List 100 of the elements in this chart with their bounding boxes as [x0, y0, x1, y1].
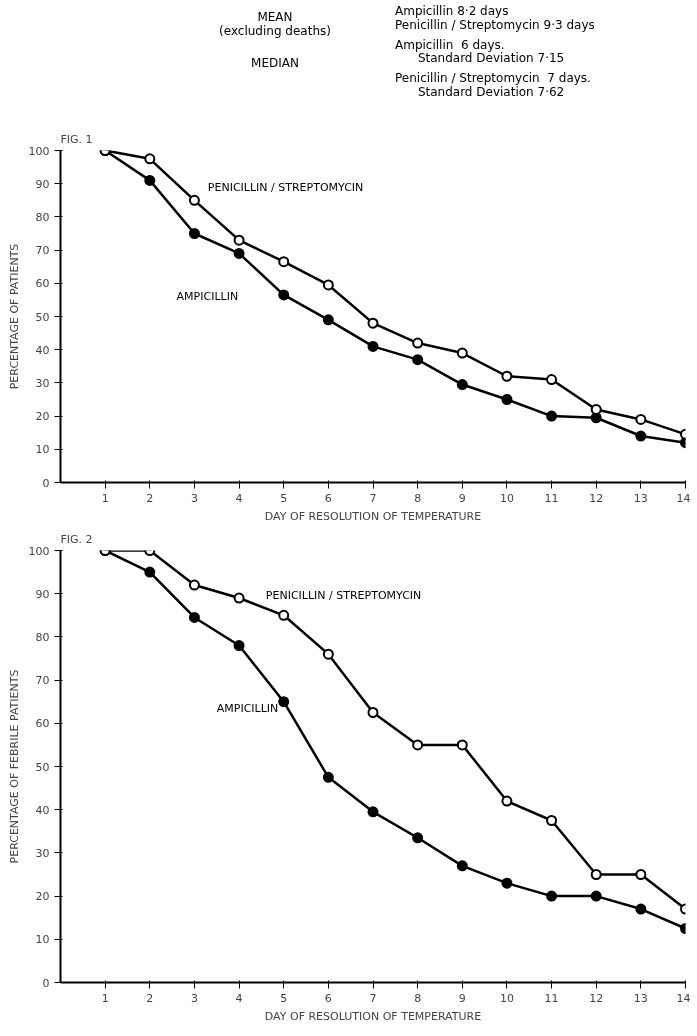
point — [322, 771, 334, 783]
point — [188, 611, 200, 623]
y-tick-label: 10 — [35, 933, 50, 947]
point — [456, 379, 468, 391]
point — [546, 374, 558, 386]
series-label: PENICILLIN / STREPTOMYCIN — [207, 180, 364, 194]
point — [501, 370, 513, 382]
x-tick-label: 3 — [190, 991, 198, 1005]
x-tick-label: 13 — [633, 491, 648, 505]
x-tick-label: 12 — [589, 491, 604, 505]
point — [233, 247, 245, 259]
point — [278, 256, 290, 268]
point — [322, 314, 334, 326]
x-tick-label: 14 — [676, 991, 691, 1005]
y-tick-label: 0 — [42, 976, 50, 990]
y-tick-label: 10 — [35, 443, 50, 457]
point — [188, 228, 200, 239]
series-label: AMPICILLIN — [216, 701, 279, 715]
y-tick-label: 20 — [35, 410, 50, 424]
x-tick-label: 6 — [324, 491, 332, 505]
point — [546, 410, 558, 422]
y-tick-label: 60 — [35, 717, 50, 731]
point — [367, 317, 379, 329]
point — [501, 394, 513, 405]
point — [144, 566, 156, 578]
y-tick-label: 60 — [35, 277, 50, 291]
x-axis-title: DAY OF RESOLUTION OF TEMPERATURE — [264, 1009, 482, 1023]
point — [367, 707, 379, 718]
y-tick-label: 30 — [35, 846, 50, 860]
chart-title: FIG. 1 — [60, 132, 93, 146]
y-tick-label: 100 — [28, 544, 50, 558]
y-tick-label: 80 — [35, 210, 50, 224]
x-tick-label: 5 — [280, 991, 288, 1005]
x-tick-label: 11 — [544, 991, 559, 1005]
point — [412, 739, 424, 751]
x-tick-label: 8 — [414, 991, 422, 1005]
y-tick-label: 70 — [35, 244, 50, 258]
y-axis-title: PERCENTAGE OF FEBRILE PATIENTS — [7, 669, 21, 864]
point — [501, 795, 513, 807]
x-tick-label: 13 — [633, 991, 648, 1005]
point — [322, 648, 334, 660]
point — [144, 153, 156, 165]
text: MEAN (excluding deaths) — [218, 10, 332, 39]
x-tick-label: 10 — [499, 491, 514, 505]
text: MEDIAN — [250, 55, 300, 71]
point — [546, 890, 558, 902]
x-tick-label: 2 — [146, 991, 154, 1005]
y-tick-label: 70 — [35, 674, 50, 688]
x-tick-label: 7 — [369, 491, 377, 505]
y-tick-label: 40 — [35, 803, 50, 817]
x-tick-label: 1 — [101, 491, 109, 505]
x-tick-label: 2 — [146, 491, 154, 505]
point — [635, 413, 647, 425]
x-tick-label: 8 — [414, 491, 422, 505]
point — [590, 869, 602, 880]
point — [322, 279, 334, 291]
text: Ampicillin 8·2 days Penicillin / Streptomycin 9·3 days — [395, 4, 595, 33]
point — [233, 234, 245, 246]
x-tick-label: 9 — [458, 491, 466, 505]
point — [501, 877, 513, 889]
y-tick-label: 20 — [35, 890, 50, 904]
x-tick-label: 1 — [101, 991, 109, 1005]
point — [635, 869, 647, 880]
x-tick-label: 14 — [676, 491, 691, 505]
point — [412, 337, 424, 349]
text: Ampicillin 6 days. Standard Deviation 7·15 — [395, 37, 566, 67]
y-tick-label: 30 — [35, 376, 50, 390]
x-tick-label: 6 — [324, 991, 332, 1005]
y-tick-label: 90 — [35, 587, 50, 601]
text: AMPICILLIN — [176, 290, 239, 304]
x-axis-title: DAY OF RESOLUTION OF TEMPERATURE — [264, 509, 482, 523]
point — [367, 806, 379, 818]
y-tick-label: 50 — [35, 310, 50, 324]
point — [278, 696, 290, 708]
point — [233, 592, 245, 604]
point — [456, 347, 468, 359]
point — [635, 903, 647, 915]
point — [233, 640, 245, 652]
point — [590, 890, 602, 902]
text: Penicillin / Streptomycin 7 days. Standard Deviation 7·62 — [395, 71, 592, 100]
y-tick-label: 50 — [35, 760, 50, 774]
point — [144, 174, 156, 186]
chart-title: FIG. 2 — [60, 532, 93, 546]
point — [412, 832, 424, 844]
point — [188, 194, 200, 206]
y-tick-label: 0 — [42, 476, 50, 490]
y-axis-title: PERCENTAGE OF PATIENTS — [7, 243, 21, 390]
y-tick-label: 90 — [35, 177, 50, 191]
x-tick-label: 10 — [499, 991, 514, 1005]
x-tick-label: 4 — [235, 991, 243, 1005]
x-tick-label: 9 — [458, 991, 466, 1005]
point — [412, 354, 424, 366]
y-tick-label: 80 — [35, 630, 50, 644]
point — [590, 403, 602, 415]
point — [456, 739, 468, 751]
point — [456, 860, 468, 872]
x-tick-label: 7 — [369, 991, 377, 1005]
x-tick-label: 3 — [190, 491, 198, 505]
point — [546, 815, 558, 826]
x-tick-label: 4 — [235, 491, 243, 505]
